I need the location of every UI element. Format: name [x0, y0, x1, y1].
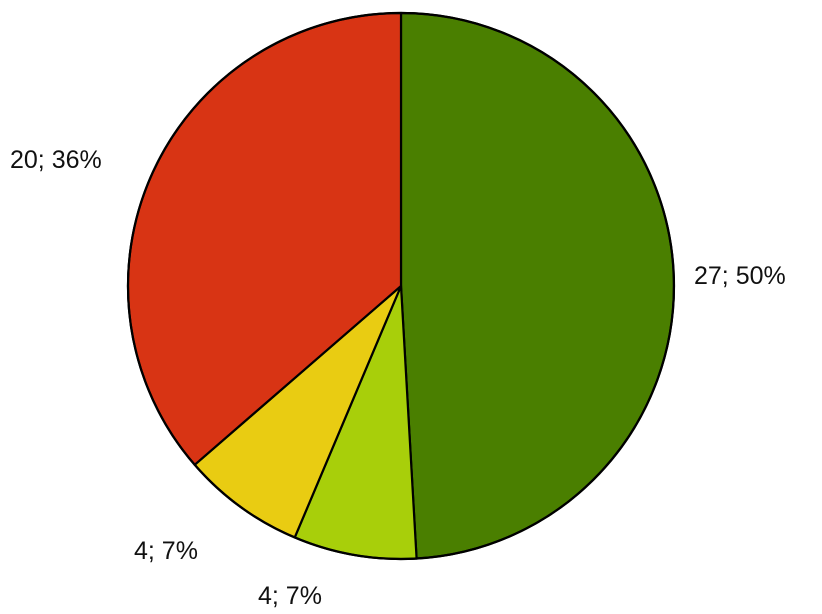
pie-outline — [126, 11, 676, 561]
slice-label-2: 4; 7% — [258, 582, 322, 610]
slice-label-3: 4; 7% — [134, 537, 198, 565]
slice-label-1: 27; 50% — [694, 262, 786, 290]
pie-slices — [126, 11, 675, 561]
pie-labels: 27; 50% 4; 7% 4; 7% 20; 36% — [10, 146, 786, 610]
pie-slice-1 — [399, 11, 675, 560]
slice-label-4: 20; 36% — [10, 146, 102, 174]
